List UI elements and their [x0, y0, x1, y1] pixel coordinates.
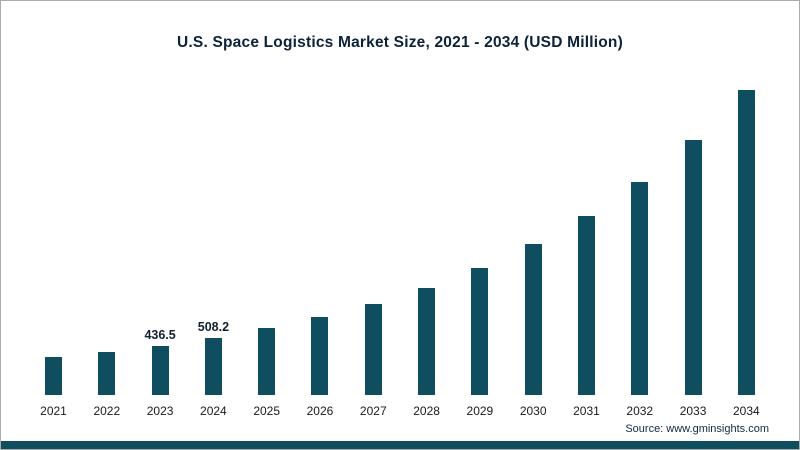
axis-label-2025: 2025 — [253, 404, 281, 418]
footer-stripe — [1, 441, 799, 449]
axis-label-2033: 2033 — [679, 404, 707, 418]
bar-column-2022: 2022 — [80, 352, 133, 418]
axis-label-2023: 2023 — [146, 404, 174, 418]
chart-title: U.S. Space Logistics Market Size, 2021 -… — [177, 34, 623, 51]
axis-label-2032: 2032 — [626, 404, 654, 418]
bar-2021 — [45, 357, 62, 395]
bar-column-2023: 436.5 2023 — [134, 328, 187, 418]
bar-2022 — [98, 352, 116, 395]
bar-2026 — [311, 317, 329, 395]
axis-label-2024: 2024 — [200, 404, 227, 418]
bar-column-2031: 2031 — [560, 216, 613, 418]
bar-2029 — [471, 268, 489, 395]
axis-label-2029: 2029 — [466, 404, 494, 418]
bar-2028 — [418, 288, 436, 395]
bar-column-2021: 2021 — [27, 357, 80, 418]
axis-label-2027: 2027 — [359, 404, 387, 418]
bar-column-2034: 2034 — [720, 90, 773, 418]
bar-column-2029: 2029 — [453, 268, 506, 418]
axis-label-2028: 2028 — [413, 404, 440, 418]
bar-2027 — [364, 304, 382, 395]
source-credit: Source: www.gminsights.com — [625, 423, 769, 435]
value-label-2023: 436.5 — [144, 328, 176, 342]
bar-column-2033: 2033 — [667, 140, 720, 418]
bar-2024 — [204, 338, 222, 395]
bar-column-2032: 2032 — [613, 182, 666, 418]
bar-2033 — [684, 140, 702, 395]
axis-label-2034: 2034 — [733, 404, 760, 418]
bar-column-2030: 2030 — [507, 244, 560, 418]
axis-label-2030: 2030 — [519, 404, 547, 418]
axis-label-2022: 2022 — [93, 404, 121, 418]
bar-column-2027: 2027 — [347, 304, 400, 418]
bar-column-2028: 2028 — [400, 288, 453, 418]
bar-column-2026: 2026 — [293, 317, 346, 418]
axis-label-2026: 2026 — [306, 404, 334, 418]
axis-label-2031: 2031 — [573, 404, 600, 418]
bar-chart-plot-area: 2021 2022 436.5 2023 508.2 2024 2025 2026 2027 20… — [27, 54, 773, 418]
bar-2034 — [737, 90, 755, 395]
value-label-2024: 508.2 — [197, 320, 230, 334]
bar-2025 — [258, 328, 276, 395]
bar-column-2024: 508.2 2024 — [187, 320, 240, 418]
bar-2023 — [151, 346, 169, 395]
bar-2031 — [577, 216, 595, 395]
axis-label-2021: 2021 — [40, 404, 67, 418]
bar-2030 — [524, 244, 542, 395]
bar-column-2025: 2025 — [240, 328, 293, 418]
bar-2032 — [631, 182, 649, 395]
